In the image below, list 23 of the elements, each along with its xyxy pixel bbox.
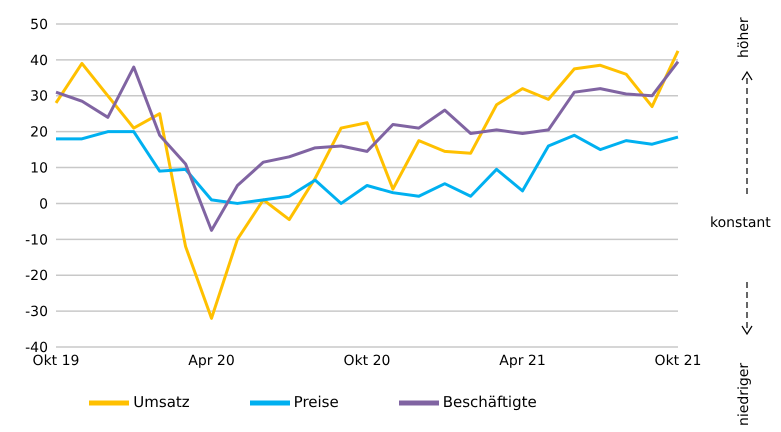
text: höher: [736, 17, 752, 58]
y-tick-label: 0: [39, 196, 48, 212]
y-tick-label: 40: [30, 52, 48, 69]
x-tick-label: Okt 20: [344, 352, 390, 369]
x-tick-label: Apr 21: [499, 352, 546, 369]
y-tick-label: 10: [30, 160, 48, 177]
y-tick-label: 20: [30, 124, 48, 141]
legend-label: Umsatz: [133, 393, 190, 412]
y-tick-label: -20: [25, 268, 48, 284]
y-tick-label: 50: [30, 16, 48, 33]
text: konstant: [710, 215, 771, 231]
text: niedriger: [736, 362, 752, 426]
legend-label: Beschäftigte: [442, 393, 537, 412]
line-series: [54, 130, 680, 205]
y-tick-label: -10: [25, 232, 48, 248]
y-tick-label: 30: [30, 88, 48, 105]
x-tick-label: Apr 20: [188, 352, 235, 369]
x-tick-label: Okt 19: [32, 352, 80, 369]
legend-label: Preise: [294, 393, 339, 412]
line-series: [54, 60, 680, 232]
line-series: [54, 49, 680, 320]
x-tick-label: Okt 21: [654, 352, 702, 369]
y-tick-label: -30: [25, 304, 48, 320]
